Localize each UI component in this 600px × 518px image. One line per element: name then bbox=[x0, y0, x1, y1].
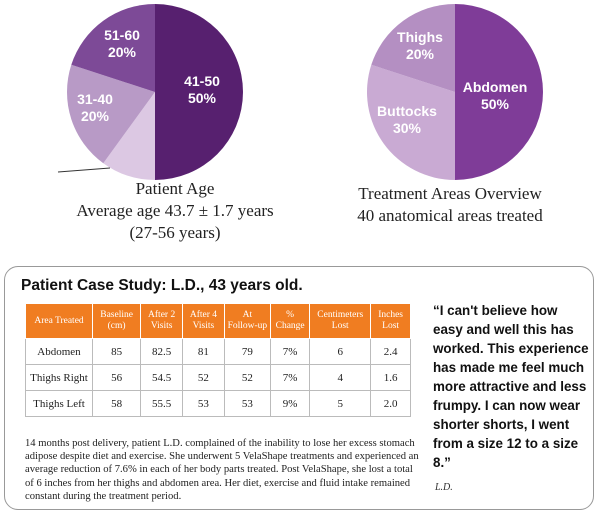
treatment-slice-buttocks bbox=[367, 64, 455, 180]
table-cell: 4 bbox=[309, 364, 372, 391]
table-row: Abdomen 85 82.5 81 79 7% 6 2.4 bbox=[25, 338, 411, 365]
header-in-lost: Inches Lost bbox=[370, 303, 411, 339]
table-cell: 79 bbox=[223, 338, 271, 365]
table-cell: 85 bbox=[91, 338, 142, 365]
table-cell: 2.0 bbox=[370, 390, 411, 417]
treatment-chart-title: Treatment Areas Overview bbox=[358, 184, 542, 203]
case-study-box: Patient Case Study: L.D., 43 years old. … bbox=[4, 266, 594, 510]
treatment-slice-thighs bbox=[371, 4, 455, 92]
table-cell: Thighs Left bbox=[25, 390, 93, 417]
header-area: Area Treated bbox=[25, 303, 93, 339]
table-cell: 52 bbox=[223, 364, 271, 391]
age-chart-title: Patient Age bbox=[135, 179, 215, 198]
table-cell: 82.5 bbox=[140, 338, 184, 365]
header-change: % Change bbox=[269, 303, 311, 339]
age-chart-subtitle: Average age 43.7 ± 1.7 years bbox=[76, 201, 274, 220]
table-cell: 56 bbox=[91, 364, 142, 391]
table-cell: 52 bbox=[182, 364, 225, 391]
case-study-table: Area Treated Baseline (cm) After 2 Visit… bbox=[25, 303, 411, 417]
treatment-percent-label: 50% bbox=[481, 96, 510, 112]
age-category-label: 51-60 bbox=[104, 27, 140, 43]
testimonial-quote: “I can't believe how easy and well this … bbox=[433, 303, 589, 470]
table-cell: 9% bbox=[269, 390, 311, 417]
treatment-slice-abdomen bbox=[455, 4, 543, 180]
header-baseline: Baseline (cm) bbox=[91, 303, 142, 339]
table-cell: Abdomen bbox=[25, 338, 93, 365]
header-after-4: After 4 Visits bbox=[182, 303, 225, 339]
age-chart-range: (27-56 years) bbox=[129, 223, 221, 242]
treatment-percent-label: 30% bbox=[393, 120, 422, 136]
age-chart-caption: Patient Age Average age 43.7 ± 1.7 years… bbox=[30, 178, 320, 244]
treatment-chart-subtitle: 40 anatomical areas treated bbox=[357, 206, 543, 225]
treatment-pie-chart: Abdomen 50% Buttocks 30% Thighs 20% bbox=[355, 0, 555, 190]
case-study-title: Patient Case Study: L.D., 43 years old. bbox=[21, 277, 303, 294]
age-percent-label: 20% bbox=[81, 108, 110, 124]
table-cell: 1.6 bbox=[370, 364, 411, 391]
table-cell: 53 bbox=[182, 390, 225, 417]
age-percent-label: 20% bbox=[108, 44, 137, 60]
table-cell: 55.5 bbox=[140, 390, 184, 417]
table-row: Thighs Left 58 55.5 53 53 9% 5 2.0 bbox=[25, 390, 411, 417]
table-cell: 81 bbox=[182, 338, 225, 365]
table-cell: Thighs Right bbox=[25, 364, 93, 391]
age-slice-41-50 bbox=[155, 4, 243, 180]
case-study-paragraph: 14 months post delivery, patient L.D. co… bbox=[25, 438, 419, 502]
treatment-category-label: Buttocks bbox=[377, 103, 437, 119]
table-cell: 2.4 bbox=[370, 338, 411, 365]
table-cell: 7% bbox=[269, 338, 311, 365]
table-cell: 5 bbox=[309, 390, 372, 417]
treatment-percent-label: 20% bbox=[406, 46, 435, 62]
testimonial-author: L.D. bbox=[435, 482, 453, 493]
header-follow-up: At Follow-up bbox=[223, 303, 271, 339]
treatment-category-label: Abdomen bbox=[463, 79, 528, 95]
age-slice-31-40 bbox=[67, 64, 155, 164]
table-cell: 6 bbox=[309, 338, 372, 365]
header-cm-lost: Centimeters Lost bbox=[309, 303, 372, 339]
table-header-row: Area Treated Baseline (cm) After 2 Visit… bbox=[25, 303, 411, 339]
treatment-category-label: Thighs bbox=[397, 29, 443, 45]
table-cell: 7% bbox=[269, 364, 311, 391]
table-cell: 54.5 bbox=[140, 364, 184, 391]
age-slice-21-30 bbox=[103, 92, 155, 180]
header-after-2: After 2 Visits bbox=[140, 303, 184, 339]
age-category-label: 41-50 bbox=[184, 73, 220, 89]
table-cell: 58 bbox=[91, 390, 142, 417]
age-slice-51-60 bbox=[71, 4, 155, 92]
table-row: Thighs Right 56 54.5 52 52 7% 4 1.6 bbox=[25, 364, 411, 391]
table-cell: 53 bbox=[223, 390, 271, 417]
treatment-chart-caption: Treatment Areas Overview 40 anatomical a… bbox=[320, 183, 580, 227]
age-percent-label: 50% bbox=[188, 90, 217, 106]
age-leader-line bbox=[57, 167, 111, 173]
age-category-label: 31-40 bbox=[77, 91, 113, 107]
